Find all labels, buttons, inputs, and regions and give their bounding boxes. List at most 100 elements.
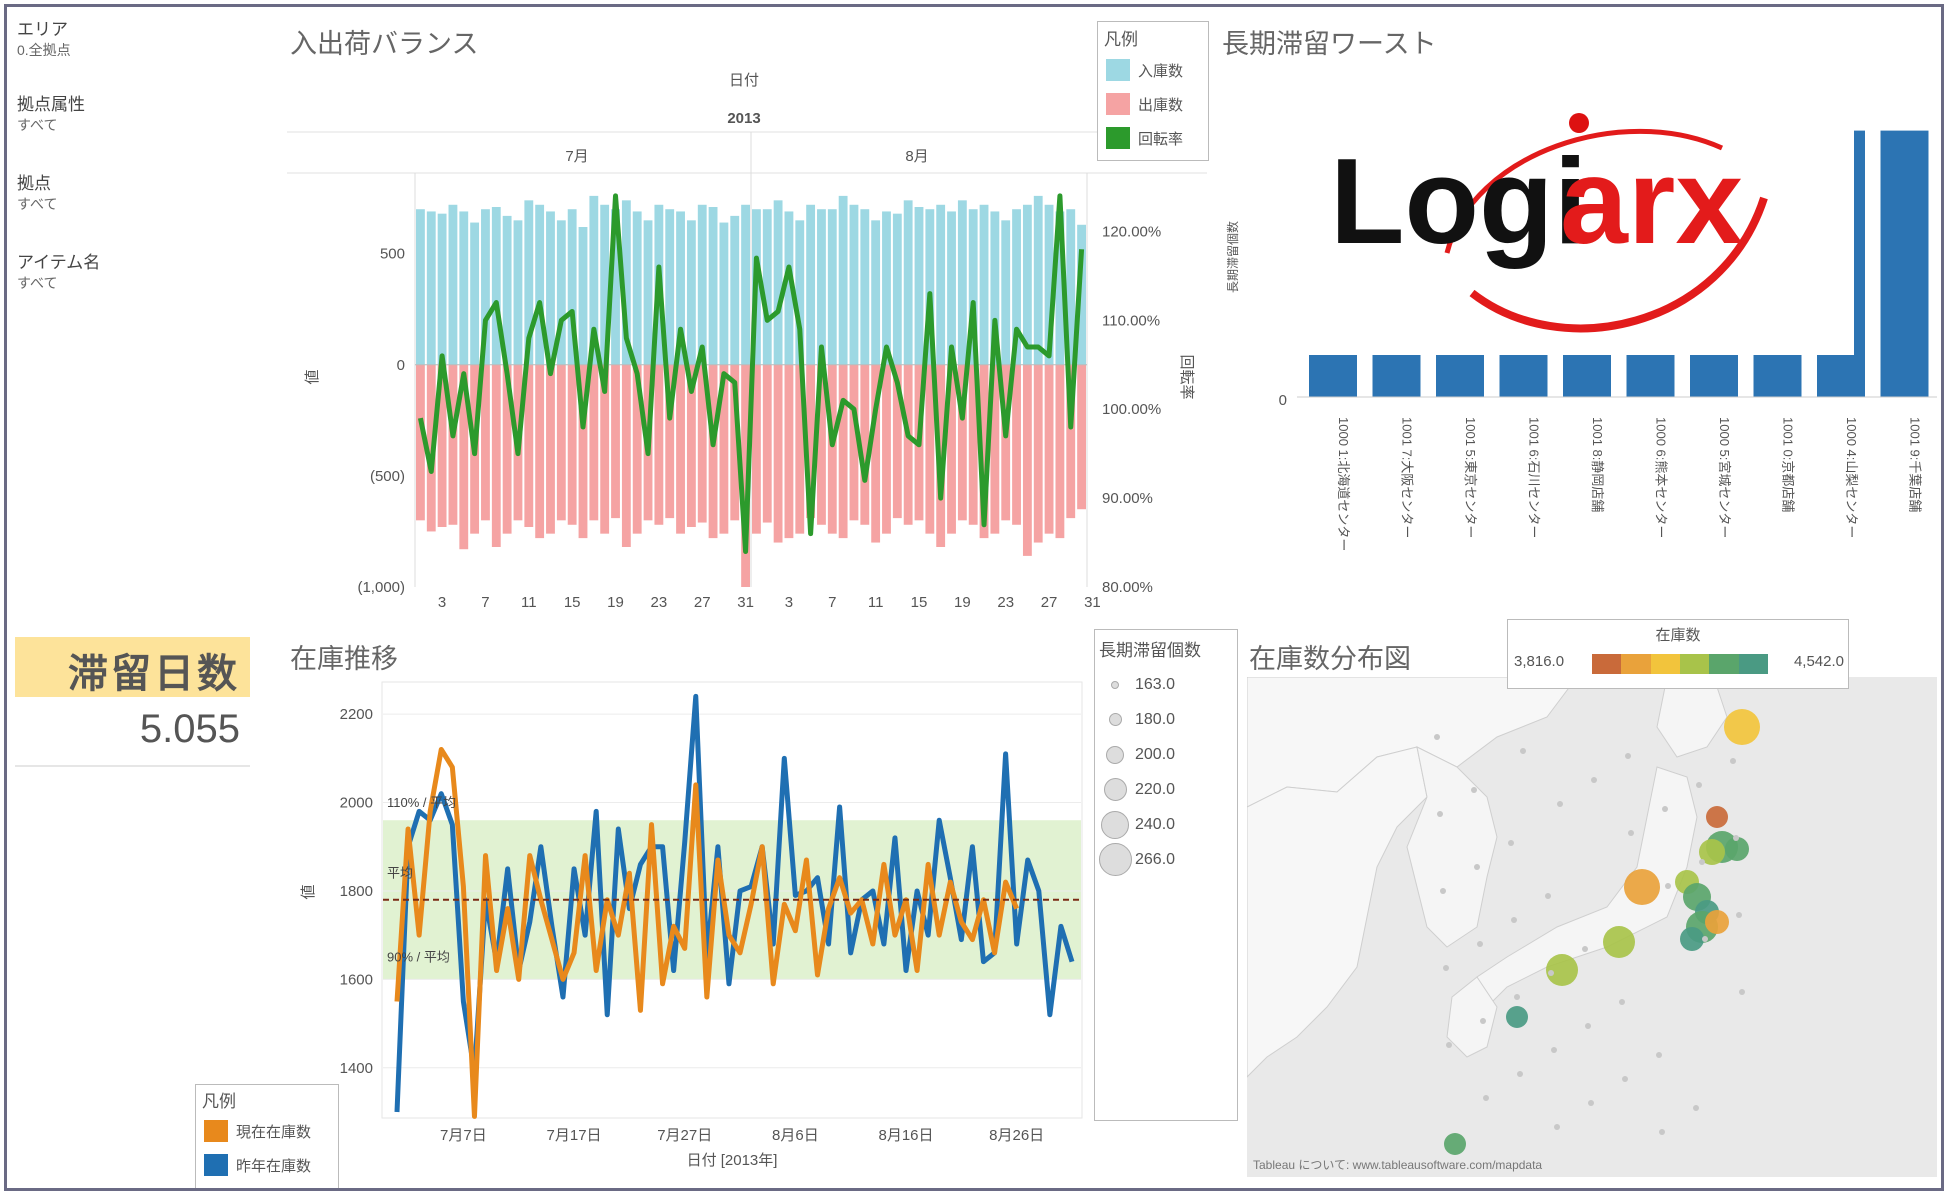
y-tick: (500) <box>370 468 405 485</box>
header-year: 2013 <box>727 110 760 127</box>
month-label: 7月 <box>565 148 588 165</box>
small-marker <box>1662 806 1668 812</box>
x-tick: 19 <box>607 594 624 611</box>
turnover-series <box>417 193 1085 554</box>
small-marker <box>1625 753 1631 759</box>
bar-out <box>567 364 577 525</box>
bar-in <box>914 207 924 365</box>
bar-in <box>871 220 881 365</box>
color-gradient <box>1592 654 1768 674</box>
site-marker <box>1706 806 1728 828</box>
small-marker <box>1554 1124 1560 1130</box>
logo-swoosh <box>1444 128 1724 254</box>
bar <box>1436 353 1484 397</box>
size-circle <box>1103 778 1127 801</box>
size-dot <box>1095 745 1135 764</box>
color-legend-title: 在庫数 <box>1655 627 1701 644</box>
size-legend-item: 180.0 <box>1095 702 1237 737</box>
distribution-map[interactable]: Tableau について: www.tableausoftware.com/ma… <box>1247 677 1937 1177</box>
legend-item[interactable]: 昨年在庫数 <box>196 1148 338 1182</box>
filter-site[interactable]: 拠点 すべて <box>17 169 277 214</box>
legend-item[interactable]: 回転率 <box>1098 121 1208 155</box>
x-tick: 7月27日 <box>657 1127 712 1144</box>
gradient-step <box>1650 654 1680 674</box>
logo-swoosh <box>1469 196 1768 333</box>
bar-in <box>481 209 490 365</box>
bar-in <box>676 211 685 365</box>
y-tick: 500 <box>380 246 405 263</box>
legend-label: 現在在庫数 <box>236 1123 312 1141</box>
bar-out <box>795 364 805 534</box>
y-left-label: 値 <box>304 369 321 384</box>
bar-in <box>892 213 902 365</box>
small-marker <box>1736 912 1742 918</box>
filter-value: すべて <box>17 117 58 133</box>
bar-out <box>1044 364 1054 534</box>
color-legend: 在庫数 3,816.0 4,542.0 <box>1507 619 1849 689</box>
size-circle <box>1098 843 1132 876</box>
bar-in <box>762 209 772 365</box>
x-tick: 1001 8:静岡店舗 <box>1590 417 1605 512</box>
gradient-step <box>1592 654 1622 674</box>
filter-site-attr[interactable]: 拠点属性 すべて <box>17 90 277 135</box>
bar-out <box>708 364 718 539</box>
y-tick: 1800 <box>340 883 373 900</box>
x-tick: 1000 6:熊本センター <box>1654 417 1669 538</box>
bar-out <box>546 364 555 534</box>
size-circle <box>1108 713 1122 726</box>
bar-out <box>1077 364 1086 510</box>
bar-in <box>708 207 718 365</box>
header-field: 日付 <box>729 72 759 89</box>
bar-in <box>524 200 534 365</box>
legend-item[interactable]: 入庫数 <box>1098 53 1208 87</box>
y-label: 長期滞留個数 <box>1225 221 1240 293</box>
filter-label: 拠点 <box>17 174 51 193</box>
kpi-label-box: 滞留日数 <box>15 637 250 697</box>
small-marker <box>1696 782 1702 788</box>
bar-out <box>481 364 490 521</box>
bar-out <box>621 364 631 547</box>
reference-label: 110% / 平均 <box>387 795 456 810</box>
kpi-value: 5.055 <box>139 707 240 751</box>
y-tick: 1400 <box>340 1060 373 1077</box>
series-lines <box>383 693 1081 1119</box>
filter-value: すべて <box>17 275 58 291</box>
bar-out <box>1012 364 1021 525</box>
y-tick: (1,000) <box>357 579 405 596</box>
bar-in <box>925 209 935 365</box>
bar-out <box>892 364 902 519</box>
y-right-label: 回転率 <box>1178 354 1195 399</box>
small-marker <box>1471 787 1477 793</box>
bar-out <box>730 364 740 521</box>
legend-label: 入庫数 <box>1138 62 1184 80</box>
bar-out <box>806 364 816 519</box>
bar-in <box>589 195 599 365</box>
site-marker <box>1724 709 1760 745</box>
range-min: 3,816.0 <box>1514 653 1565 670</box>
legend-item[interactable]: 現在在庫数 <box>196 1114 338 1148</box>
size-legend-item: 240.0 <box>1095 807 1237 842</box>
gradient-step <box>1679 654 1710 674</box>
small-marker <box>1477 941 1483 947</box>
size-legend-item: 220.0 <box>1095 772 1237 807</box>
series-current <box>394 746 1019 1119</box>
size-label: 240.0 <box>1135 815 1176 833</box>
small-marker <box>1739 989 1745 995</box>
site-marker <box>1444 1133 1466 1155</box>
bar-out <box>578 364 588 539</box>
x-ticks: 1000 1:北海道センター 1001 7:大阪センター 1001 5:東京センター… <box>1336 417 1923 551</box>
bar-in <box>1044 204 1054 365</box>
filter-item-name[interactable]: アイテム名 すべて <box>17 248 277 293</box>
filter-area[interactable]: エリア 0.全拠点 <box>17 15 277 60</box>
bar-in <box>686 220 696 365</box>
legend-item[interactable]: 出庫数 <box>1098 87 1208 121</box>
x-tick: 1001 5:東京センター <box>1463 417 1478 538</box>
small-marker <box>1693 1105 1699 1111</box>
y2-tick: 100.00% <box>1102 401 1161 418</box>
bar-in <box>546 211 555 365</box>
filter-value: すべて <box>17 196 58 212</box>
bar-out <box>665 364 675 519</box>
y2-tick: 110.00% <box>1102 312 1160 329</box>
bar-out <box>752 364 761 534</box>
bar-in <box>806 204 816 365</box>
